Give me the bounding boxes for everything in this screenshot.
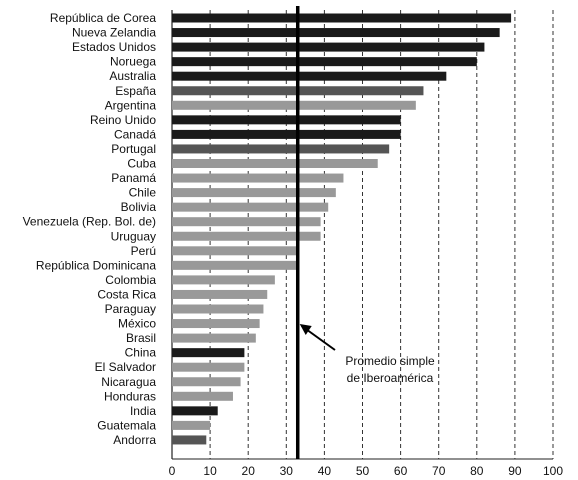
x-tick-label: 20 [242, 464, 256, 478]
bar [172, 115, 401, 125]
category-label: Costa Rica [97, 287, 156, 301]
x-tick-label: 40 [318, 464, 332, 478]
reference-line-label: Promedio simple [345, 354, 435, 368]
bars-group [172, 13, 512, 445]
category-label: Australia [109, 69, 156, 83]
bar [172, 217, 321, 227]
bar [172, 71, 447, 81]
category-label: Canadá [114, 127, 156, 141]
category-label: Uruguay [111, 229, 156, 243]
bar [172, 304, 264, 314]
x-tick-label: 10 [203, 464, 217, 478]
category-label: Nicaragua [101, 375, 156, 389]
x-tick-label: 30 [280, 464, 294, 478]
category-label: El Salvador [95, 360, 156, 374]
bar [172, 362, 245, 372]
x-tick-labels: 0 10 20 30 40 50 60 70 80 90 100 [169, 464, 564, 478]
category-label: España [115, 84, 156, 98]
category-label: Venezuela (Rep. Bol. de) [23, 215, 156, 229]
bar [172, 348, 245, 358]
x-tick-label: 70 [432, 464, 446, 478]
reference-line-group: Promedio simple de Iberoamérica [295, 6, 435, 459]
bar [172, 406, 218, 416]
category-label: República Dominicana [36, 258, 156, 272]
bar [172, 188, 336, 198]
x-tick-label: 90 [508, 464, 522, 478]
category-label: Andorra [113, 433, 156, 447]
category-label: México [118, 317, 156, 331]
bar [172, 435, 207, 445]
bar [172, 319, 260, 329]
bar [172, 260, 298, 270]
category-label: China [125, 346, 157, 360]
category-label: Brasil [126, 331, 156, 345]
grid-lines [171, 10, 554, 460]
bar [172, 100, 416, 110]
category-label: Cuba [127, 157, 156, 171]
bar [172, 202, 329, 212]
bar [172, 333, 256, 343]
category-label: Nueva Zelandia [72, 26, 156, 40]
x-tick-label: 100 [543, 464, 563, 478]
bar [172, 246, 298, 256]
category-label: Paraguay [105, 302, 156, 316]
category-label: Portugal [111, 142, 156, 156]
x-tick-label: 50 [356, 464, 370, 478]
category-label: India [130, 404, 156, 418]
x-tick-label: 0 [169, 464, 176, 478]
category-label: Noruega [110, 55, 156, 69]
bar [172, 13, 512, 23]
category-label: Reino Unido [90, 113, 156, 127]
bar [172, 391, 233, 401]
x-tick-label: 60 [394, 464, 408, 478]
bar [172, 28, 500, 38]
category-label: Argentina [105, 98, 157, 112]
category-label: Colombia [105, 273, 156, 287]
x-tick-label: 80 [470, 464, 484, 478]
bar [172, 129, 401, 139]
bar [172, 377, 241, 387]
category-label: Perú [131, 244, 156, 258]
bar [172, 57, 477, 67]
bar [172, 275, 275, 285]
bar [172, 420, 211, 430]
bar [172, 42, 485, 52]
bar [172, 289, 268, 299]
category-label: Guatemala [97, 418, 156, 432]
category-label: Bolivia [121, 200, 157, 214]
reference-line-label: de Iberoamérica [347, 371, 434, 385]
category-label: Panamá [111, 171, 156, 185]
category-label: Chile [129, 186, 157, 200]
bar [172, 159, 378, 168]
annotation-arrow-head [299, 324, 312, 335]
bar [172, 231, 321, 241]
bar [172, 173, 344, 183]
bar [172, 144, 390, 154]
category-label: República de Corea [50, 11, 156, 25]
category-label: Estados Unidos [72, 40, 156, 54]
category-label: Honduras [104, 389, 156, 403]
